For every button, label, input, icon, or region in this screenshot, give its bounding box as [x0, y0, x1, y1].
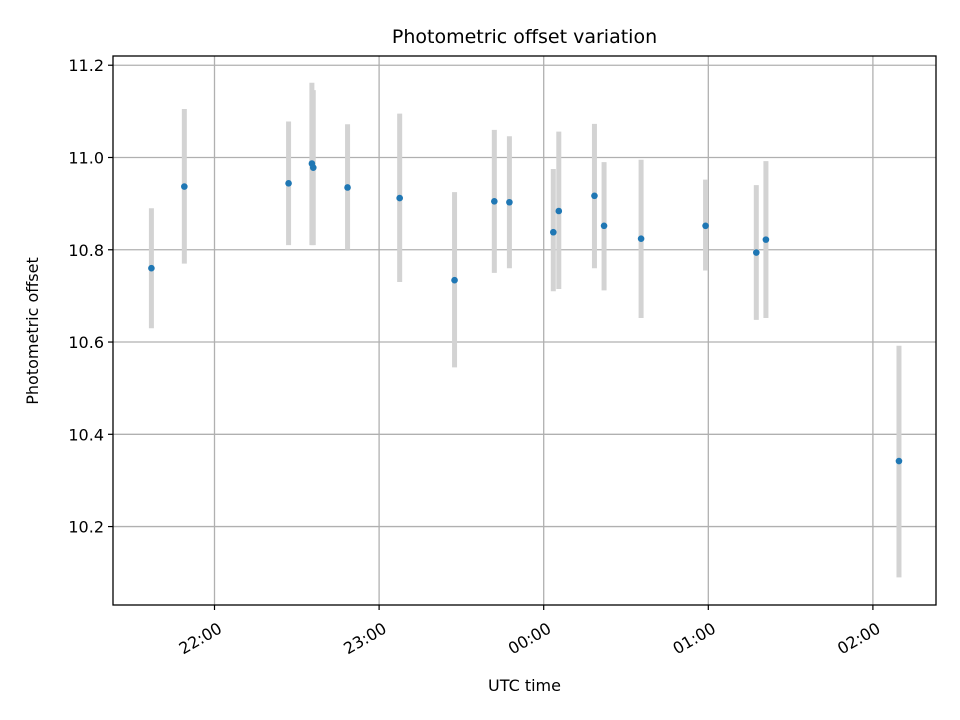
data-point — [753, 249, 760, 256]
data-point — [550, 228, 557, 236]
data-point — [285, 180, 292, 187]
y-axis-ticks: 10.2 10.4 10.6 10.8 11.0 11.2 — [68, 56, 113, 537]
data-point — [344, 184, 351, 191]
data-point — [555, 207, 563, 215]
data-point — [309, 164, 317, 171]
y-tick-label: 10.2 — [68, 518, 104, 537]
data-point — [506, 198, 513, 206]
data-point — [181, 183, 188, 190]
data-point — [637, 235, 645, 242]
x-axis-label: UTC time — [488, 676, 561, 695]
data-point — [148, 264, 155, 272]
data-point — [451, 276, 458, 284]
data-points — [148, 160, 903, 465]
x-axis-ticks: 22:00 23:00 00:00 01:00 02:00 — [176, 605, 884, 658]
y-tick-label: 10.4 — [68, 425, 104, 444]
x-tick-label: 23:00 — [340, 619, 389, 659]
plot-frame — [112, 55, 937, 606]
data-point — [702, 222, 709, 230]
data-point — [491, 198, 498, 205]
y-tick-label: 11.0 — [68, 148, 104, 167]
y-tick-label: 10.8 — [68, 241, 104, 260]
data-point — [895, 457, 903, 465]
data-point — [762, 236, 770, 243]
y-tick-label: 11.2 — [68, 56, 104, 75]
x-tick-label: 22:00 — [176, 619, 225, 659]
chart-title: Photometric offset variation — [392, 26, 657, 48]
data-point — [396, 194, 403, 202]
data-point — [600, 222, 608, 230]
grid-layer — [113, 56, 936, 605]
y-axis-label: Photometric offset — [23, 257, 42, 405]
x-tick-label: 02:00 — [834, 619, 883, 659]
y-tick-label: 10.6 — [68, 333, 104, 352]
x-tick-label: 00:00 — [505, 619, 554, 659]
x-tick-label: 01:00 — [669, 619, 718, 659]
data-point — [591, 192, 598, 200]
